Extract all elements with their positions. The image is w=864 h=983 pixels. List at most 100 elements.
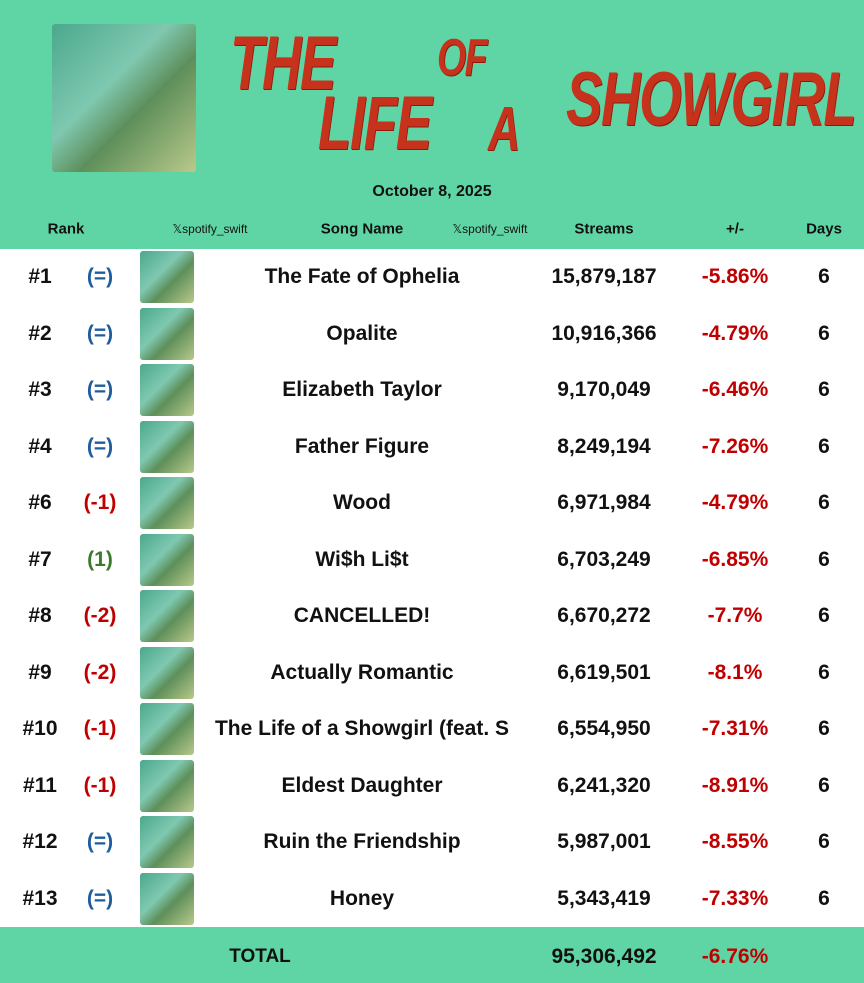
rank: #3 — [28, 378, 52, 401]
days: 6 — [818, 265, 830, 288]
total-streams: 95,306,492 — [551, 945, 657, 968]
album-art — [52, 24, 196, 172]
change: (-1) — [83, 717, 117, 740]
percent-change: -7.26% — [701, 434, 769, 458]
change: (=) — [86, 830, 114, 853]
thumbnail — [140, 477, 194, 529]
streams: 6,971,984 — [557, 491, 651, 514]
percent-change: -8.55% — [701, 830, 769, 853]
date: October 8, 2025 — [372, 183, 492, 200]
streams: 8,249,194 — [557, 434, 651, 458]
change: (-1) — [83, 773, 117, 797]
change: (=) — [86, 321, 114, 345]
rank: #7 — [28, 547, 52, 571]
days: 6 — [818, 773, 830, 797]
song-name: Eldest Daughter — [281, 773, 443, 797]
percent-change: -8.91% — [701, 773, 769, 797]
song-name: The Life of a Showgirl (feat. S — [214, 717, 510, 740]
column-header: 𝕏spotify_swift — [452, 222, 528, 236]
streams: 5,343,419 — [557, 886, 651, 910]
streams: 10,916,366 — [551, 321, 657, 345]
streams: 6,703,249 — [557, 547, 651, 571]
change: (1) — [87, 547, 113, 571]
thumbnail — [140, 759, 194, 812]
days: 6 — [818, 717, 830, 740]
days: 6 — [818, 547, 830, 571]
change: (=) — [86, 265, 114, 288]
title-word: LIFE — [318, 81, 432, 166]
rank: #11 — [23, 773, 57, 797]
column-header: 𝕏spotify_swift — [172, 222, 248, 236]
song-name: CANCELLED! — [293, 604, 431, 627]
thumbnail — [140, 646, 194, 699]
days: 6 — [818, 660, 830, 684]
percent-change: -4.79% — [701, 321, 769, 345]
rank: #9 — [28, 660, 52, 684]
days: 6 — [818, 321, 830, 345]
streams: 5,987,001 — [557, 830, 651, 853]
thumbnail — [140, 590, 194, 642]
change: (-1) — [83, 491, 117, 514]
song-name: Father Figure — [294, 434, 430, 458]
streams: 6,619,501 — [557, 660, 651, 684]
percent-change: -4.79% — [701, 491, 769, 514]
percent-change: -7.31% — [701, 717, 769, 740]
title-word: THE — [230, 21, 337, 106]
song-name: The Fate of Ophelia — [264, 265, 460, 288]
song-name: Elizabeth Taylor — [282, 378, 442, 401]
rank: #2 — [28, 321, 52, 345]
streams: 9,170,049 — [557, 378, 651, 401]
song-name: Honey — [329, 886, 395, 910]
streams: 6,554,950 — [557, 717, 651, 740]
song-name: Ruin the Friendship — [263, 830, 461, 853]
rank: #8 — [28, 604, 52, 627]
thumbnail — [140, 364, 194, 416]
total-change: -6.76% — [701, 945, 769, 968]
title-word: A — [488, 95, 520, 164]
percent-change: -7.33% — [701, 886, 769, 910]
column-header: Song Name — [320, 220, 404, 238]
column-header: +/- — [726, 220, 744, 238]
days: 6 — [818, 886, 830, 910]
streams: 6,241,320 — [557, 773, 651, 797]
days: 6 — [818, 378, 830, 401]
change: (-2) — [83, 604, 117, 627]
days: 6 — [818, 434, 830, 458]
days: 6 — [818, 491, 830, 514]
change: (=) — [86, 434, 114, 458]
rank: #13 — [22, 886, 58, 910]
total-label: TOTAL — [229, 946, 291, 967]
song-name: Wood — [333, 491, 391, 514]
thumbnail — [140, 533, 194, 586]
streams: 15,879,187 — [551, 265, 657, 288]
thumbnail — [140, 251, 194, 303]
change: (=) — [86, 378, 114, 401]
rank: #12 — [22, 830, 58, 853]
column-header: Rank — [47, 220, 85, 238]
change: (-2) — [83, 660, 117, 684]
days: 6 — [818, 830, 830, 853]
rank: #6 — [28, 491, 52, 514]
song-name: Opalite — [326, 321, 398, 345]
days: 6 — [818, 604, 830, 627]
thumbnail — [140, 307, 194, 360]
thumbnail — [140, 816, 194, 868]
percent-change: -8.1% — [707, 660, 763, 684]
rank: #10 — [22, 717, 58, 740]
thumbnail — [140, 420, 194, 473]
title-word: OF — [437, 29, 488, 87]
song-name: Wi$h Li$t — [315, 547, 409, 571]
percent-change: -6.46% — [701, 378, 769, 401]
title-word: SHOWGIRL — [566, 57, 857, 142]
song-name: Actually Romantic — [270, 660, 454, 684]
column-header: Days — [806, 220, 842, 238]
thumbnail — [140, 703, 194, 755]
percent-change: -6.85% — [701, 547, 769, 571]
percent-change: -7.7% — [707, 604, 763, 627]
total-band — [0, 927, 864, 983]
thumbnail — [140, 872, 194, 925]
column-header: Streams — [574, 220, 634, 238]
percent-change: -5.86% — [701, 265, 769, 288]
streams: 6,670,272 — [557, 604, 651, 627]
